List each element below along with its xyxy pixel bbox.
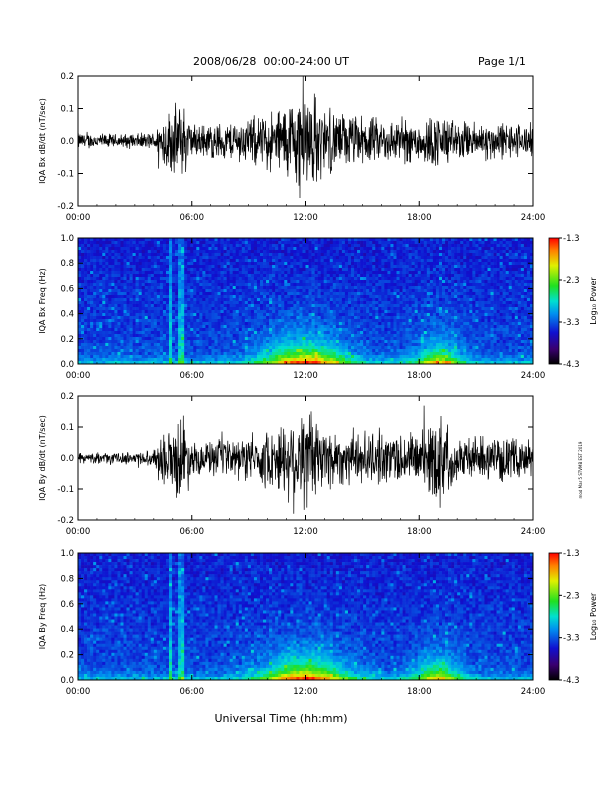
y-tick-label: 0.1 bbox=[60, 423, 74, 433]
colorbar-label: Log₁₀ Power bbox=[589, 277, 598, 325]
colorbar-tick-label: -2.3 bbox=[563, 276, 580, 286]
x-tick-label: 06:00 bbox=[180, 213, 205, 223]
y-tick-label: 0.2 bbox=[60, 651, 74, 661]
x-tick-label: 00:00 bbox=[66, 371, 91, 381]
x-tick-label: 18:00 bbox=[407, 527, 432, 537]
y-axis-label: IQA Bx dB/dt (nT/sec) bbox=[38, 98, 47, 184]
x-tick-label: 24:00 bbox=[521, 213, 546, 223]
x-tick-label: 18:00 bbox=[407, 687, 432, 697]
colorbar-tick-label: -4.3 bbox=[563, 360, 580, 370]
y-tick-label: 0.1 bbox=[60, 105, 74, 115]
y-tick-label: 0.4 bbox=[60, 310, 74, 320]
x-tick-label: 24:00 bbox=[521, 371, 546, 381]
signal-trace bbox=[77, 75, 534, 199]
y-tick-label: 0.0 bbox=[60, 137, 74, 147]
y-tick-label: 0.8 bbox=[60, 259, 74, 269]
x-tick-label: 00:00 bbox=[66, 527, 91, 537]
x-tick-label: 18:00 bbox=[407, 371, 432, 381]
y-tick-label: 0.6 bbox=[60, 284, 74, 294]
y-tick-label: -0.1 bbox=[57, 170, 74, 180]
x-tick-label: 12:00 bbox=[293, 213, 318, 223]
y-tick-label: -0.1 bbox=[57, 485, 74, 495]
x-tick-label: 24:00 bbox=[521, 687, 546, 697]
x-tick-label: 12:00 bbox=[293, 371, 318, 381]
colorbar-tick-label: -1.3 bbox=[563, 549, 580, 559]
y-tick-label: 1.0 bbox=[60, 234, 74, 244]
y-axis-label: IQA Bx Freq (Hz) bbox=[38, 268, 47, 334]
x-tick-label: 06:00 bbox=[180, 687, 205, 697]
colorbar-tick-label: -3.3 bbox=[563, 634, 580, 644]
signal-trace bbox=[77, 405, 534, 514]
x-tick-label: 06:00 bbox=[180, 371, 205, 381]
waveform-panel: 00:00 06:00 12:00 18:00 24:00 0.2 0.1 0.0 -0.1 -0… bbox=[38, 392, 545, 537]
colorbar bbox=[548, 552, 560, 681]
colorbar-label: Log₁₀ Power bbox=[589, 592, 598, 640]
spectrogram-panel: -1.3 -2.3 -3.3 -4.3 Log₁₀ Power 00:00 06:00 12:… bbox=[38, 549, 598, 697]
colorbar-tick-label: -4.3 bbox=[563, 676, 580, 686]
x-tick-label: 18:00 bbox=[407, 213, 432, 223]
y-tick-label: 0.0 bbox=[60, 454, 74, 464]
x-tick-label: 00:00 bbox=[66, 213, 91, 223]
x-tick-label: 12:00 bbox=[293, 687, 318, 697]
colorbar-tick-label: -1.3 bbox=[563, 234, 580, 244]
y-tick-label: 0.2 bbox=[60, 72, 74, 82]
y-tick-label: 1.0 bbox=[60, 549, 74, 559]
x-tick-label: 00:00 bbox=[66, 687, 91, 697]
page-title: 2008/06/28 00:00-24:00 UT bbox=[193, 55, 350, 68]
side-note: mod Mar 5 STVMB EST 2019 bbox=[578, 441, 583, 498]
y-tick-label: 0.2 bbox=[60, 392, 74, 402]
x-axis-label: Universal Time (hh:mm) bbox=[215, 712, 348, 725]
spectrogram-panel: -1.3 -2.3 -3.3 -4.3 Log₁₀ Power 00:00 06:00 12:… bbox=[38, 234, 598, 381]
colorbar bbox=[548, 237, 560, 365]
spectrogram bbox=[78, 238, 534, 365]
y-axis-label: IQA By Freq (Hz) bbox=[38, 584, 47, 650]
y-tick-label: -0.2 bbox=[57, 516, 74, 526]
x-tick-label: 24:00 bbox=[521, 527, 546, 537]
colorbar-tick-label: -2.3 bbox=[563, 591, 580, 601]
x-tick-label: 12:00 bbox=[293, 527, 318, 537]
y-tick-label: 0.6 bbox=[60, 600, 74, 610]
x-tick-label: 06:00 bbox=[180, 527, 205, 537]
page-number: Page 1/1 bbox=[478, 55, 526, 68]
y-tick-label: 0.2 bbox=[60, 335, 74, 345]
y-axis-label: IQA By dB/dt (nT/sec) bbox=[38, 415, 47, 501]
y-tick-label: 0.0 bbox=[60, 676, 74, 686]
y-tick-label: 0.0 bbox=[60, 360, 74, 370]
waveform-panel: 00:00 06:00 12:00 18:00 24:00 0.2 0.1 0.0 -0.1 -0… bbox=[38, 72, 545, 223]
y-tick-label: -0.2 bbox=[57, 202, 74, 212]
spectrogram bbox=[78, 553, 534, 681]
y-tick-label: 0.8 bbox=[60, 574, 74, 584]
y-tick-label: 0.4 bbox=[60, 625, 74, 635]
colorbar-tick-label: -3.3 bbox=[563, 318, 580, 328]
